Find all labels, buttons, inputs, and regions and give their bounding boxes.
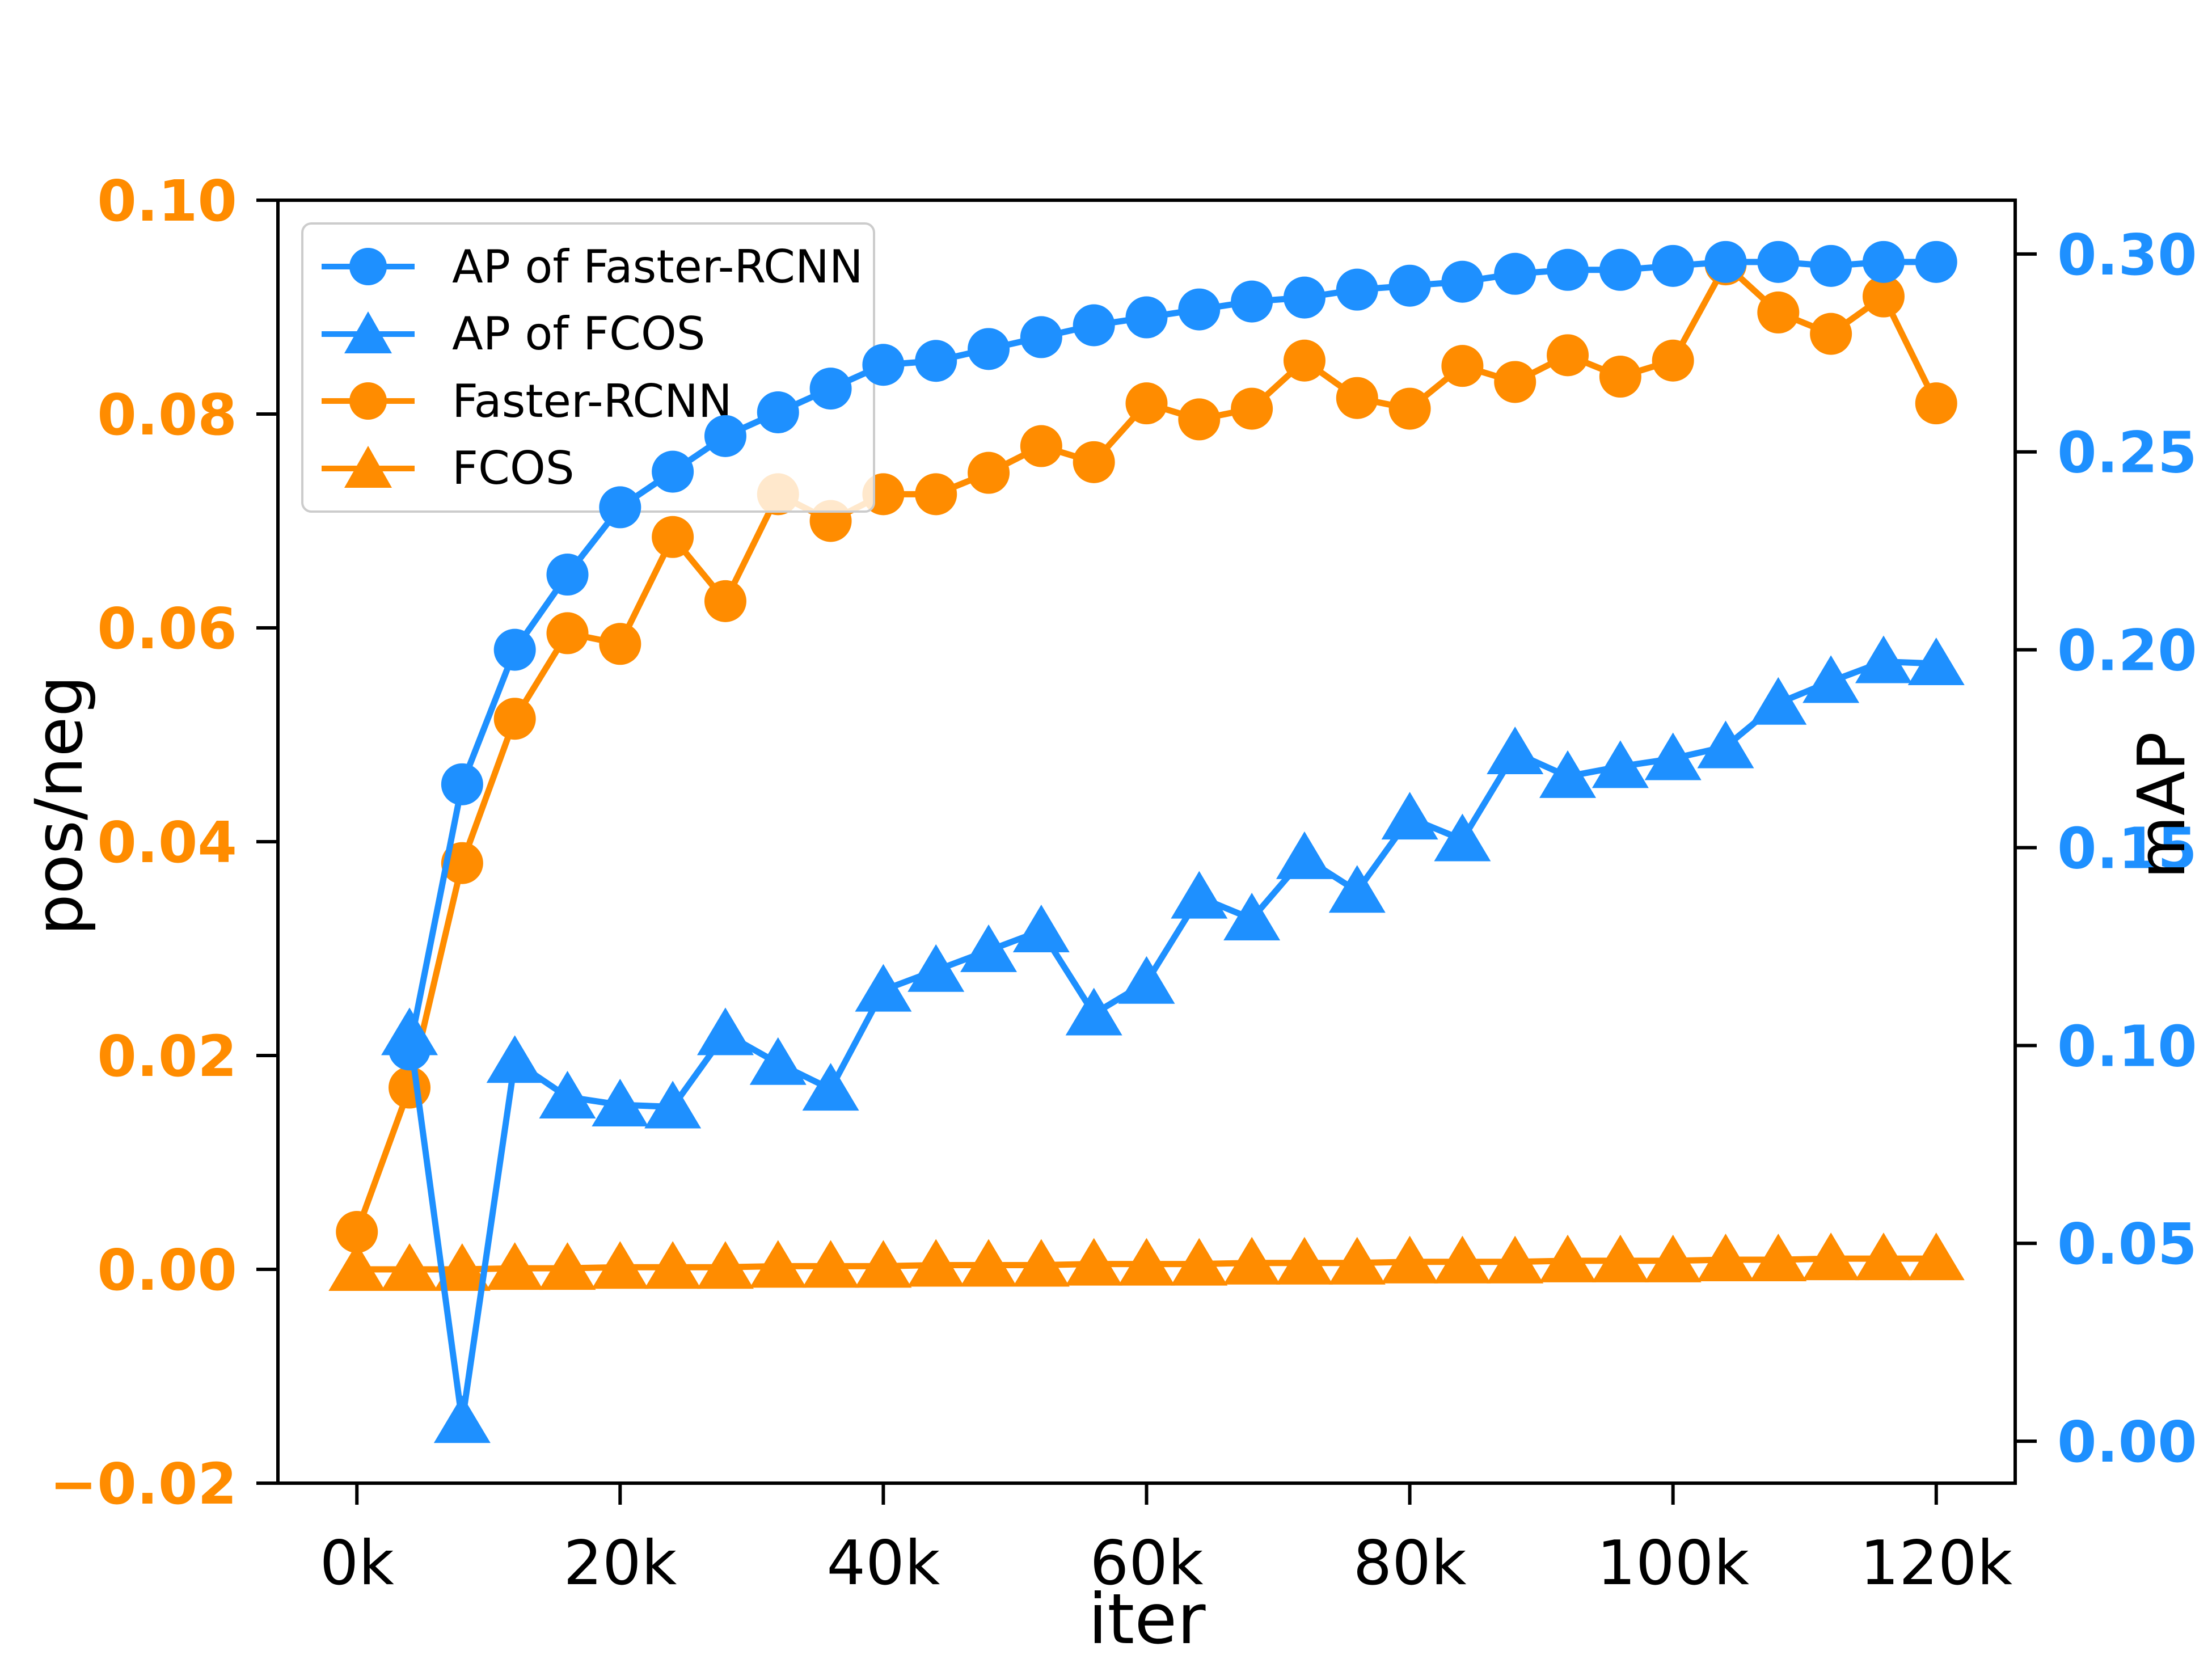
legend-marker-orange-circle-icon bbox=[322, 382, 415, 420]
legend-label: AP of Faster-RCNN bbox=[452, 240, 863, 293]
legend-label: Faster-RCNN bbox=[452, 374, 732, 428]
legend-marker-blue-triangle-icon bbox=[322, 311, 415, 353]
legend-item-fcos: FCOS bbox=[319, 440, 857, 497]
svg-text:0.05: 0.05 bbox=[2057, 1211, 2197, 1277]
legend-label: AP of FCOS bbox=[452, 307, 706, 361]
svg-text:100k: 100k bbox=[1597, 1528, 1749, 1599]
legend-item-ap-faster-rcnn: AP of Faster-RCNN bbox=[319, 238, 863, 295]
series-fcos bbox=[328, 1232, 1965, 1291]
series-ap-of-fcos bbox=[381, 635, 1965, 1443]
svg-text:0.00: 0.00 bbox=[2057, 1409, 2197, 1475]
left-axis-ticks: 0.10 0.08 0.06 0.04 0.02 0.00 −0.02 bbox=[49, 168, 278, 1517]
x-axis-title: iter bbox=[1088, 1579, 1206, 1659]
series-right-axis bbox=[381, 240, 1965, 1443]
svg-text:0k: 0k bbox=[320, 1528, 395, 1599]
right-axis-title: mAP bbox=[2124, 731, 2200, 880]
svg-text:0.06: 0.06 bbox=[97, 596, 237, 662]
svg-text:0.08: 0.08 bbox=[97, 382, 237, 448]
legend-marker-orange-triangle-icon bbox=[322, 445, 415, 488]
svg-text:0.04: 0.04 bbox=[97, 809, 237, 876]
svg-text:0.20: 0.20 bbox=[2057, 618, 2197, 684]
svg-text:60k: 60k bbox=[1090, 1528, 1204, 1599]
svg-text:0.10: 0.10 bbox=[97, 168, 237, 234]
svg-text:20k: 20k bbox=[563, 1528, 677, 1599]
legend: AP of Faster-RCNN AP of FCOS Faster-RCNN… bbox=[301, 222, 875, 513]
legend-label: FCOS bbox=[452, 442, 575, 495]
svg-text:0.25: 0.25 bbox=[2057, 420, 2197, 486]
legend-item-faster-rcnn: Faster-RCNN bbox=[319, 373, 857, 429]
svg-text:0.30: 0.30 bbox=[2057, 222, 2197, 288]
series-ap-of-faster-rcnn bbox=[389, 240, 1957, 1071]
svg-text:80k: 80k bbox=[1353, 1528, 1467, 1599]
legend-marker-blue-circle-icon bbox=[322, 248, 415, 286]
svg-text:0.15: 0.15 bbox=[2057, 815, 2197, 881]
svg-text:0.10: 0.10 bbox=[2057, 1013, 2197, 1079]
left-axis-title: pos/neg bbox=[22, 675, 98, 936]
series-left-axis bbox=[328, 243, 1965, 1291]
svg-text:0.00: 0.00 bbox=[97, 1237, 237, 1303]
legend-item-ap-fcos: AP of FCOS bbox=[319, 306, 857, 362]
right-axis-ticks: 0.30 0.25 0.20 0.15 0.10 0.05 0.00 bbox=[2015, 222, 2197, 1475]
series-faster-rcnn bbox=[336, 243, 1957, 1253]
svg-text:0.02: 0.02 bbox=[97, 1023, 237, 1090]
svg-text:−0.02: −0.02 bbox=[49, 1451, 237, 1517]
svg-text:40k: 40k bbox=[826, 1528, 940, 1599]
svg-text:120k: 120k bbox=[1860, 1528, 2012, 1599]
x-axis-ticks: 0k 20k 40k 60k 80k 100k 120k bbox=[320, 1483, 2013, 1599]
